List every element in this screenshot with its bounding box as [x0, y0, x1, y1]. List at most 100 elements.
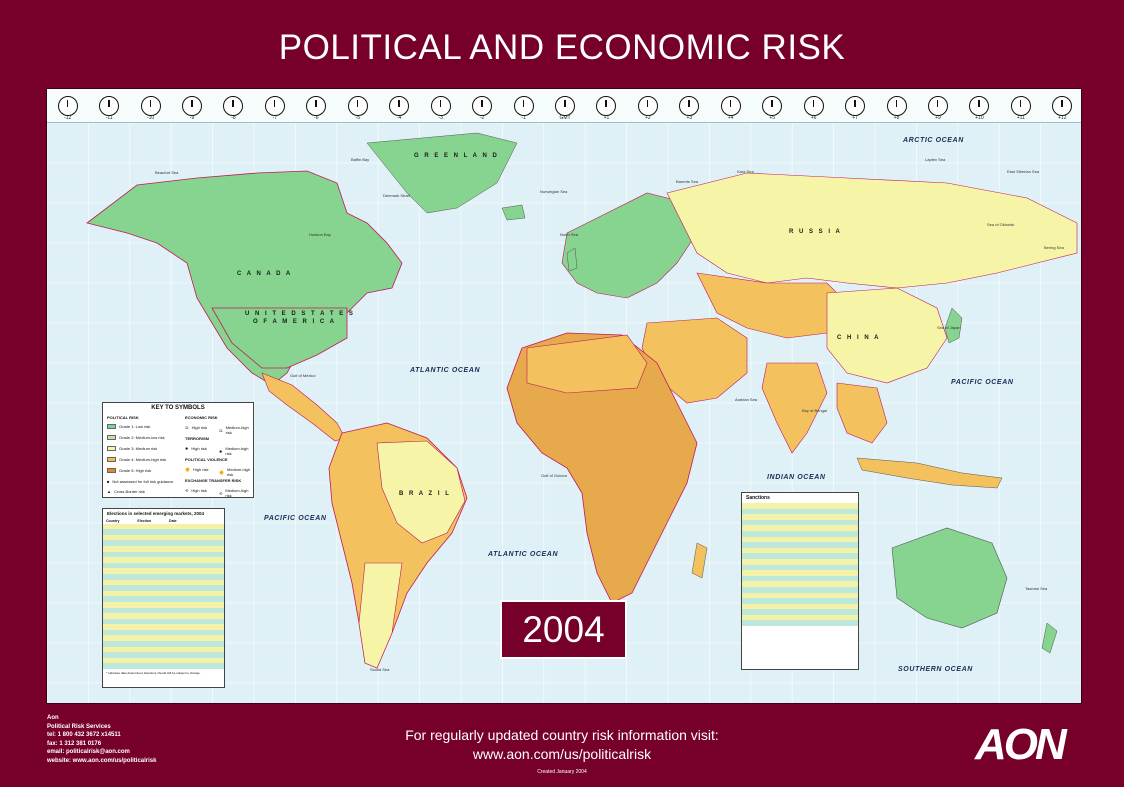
sanctions-row: [742, 564, 858, 571]
sanctions-row: [742, 581, 858, 587]
label-bay-of-bengal: Bay of Bengal: [802, 408, 827, 413]
sanctions-row: [742, 620, 858, 627]
label-baffin-bay: Baffin Bay: [351, 157, 370, 162]
clock-icon: [555, 96, 575, 116]
label-pacific-ocean-west: PACIFIC OCEAN: [951, 379, 1014, 386]
key-grade-5-label: Grade 5: High risk: [119, 468, 152, 473]
timezone-label: +6: [810, 115, 817, 121]
swatch-grade-1: [107, 424, 116, 429]
elections-row: [103, 568, 224, 574]
key-to-symbols-panel: KEY TO SYMBOLS POLITICAL RISK ECONOMIC R…: [102, 402, 254, 498]
clock-icon: [886, 96, 907, 116]
key-not-assessed-label: Not assessed for full risk guidance: [112, 479, 174, 484]
clock-icon: [264, 96, 285, 116]
swatch-grade-5: [107, 468, 116, 473]
landmass-africa: [506, 332, 698, 604]
sanctions-rows: [742, 503, 858, 627]
label-atlantic-ocean-south: ATLANTIC OCEAN: [488, 551, 559, 558]
key-violence-medium-high-label: Medium-high risk: [226, 467, 251, 477]
elections-header-date: Date: [169, 518, 177, 523]
key-economic-high-label: High risk: [191, 425, 208, 430]
world-map: -12 -11 -10 -9 -8 -7 -6 -5 -4 -3 -2 -1 GMT +1 +2 +3 +4 +5…: [46, 88, 1082, 704]
contact-website[interactable]: website: www.aon.com/us/politicalrisk: [47, 757, 157, 764]
swatch-grade-3: [107, 446, 116, 451]
elections-row: [103, 596, 224, 602]
key-grade-3-label: Grade 3: Medium risk: [119, 446, 158, 451]
elections-row: [103, 590, 224, 597]
key-terrorism-medium-high-label: Medium-high risk: [225, 446, 249, 456]
timezone-label: -8: [231, 115, 236, 121]
clock-icon: [99, 96, 120, 116]
key-grade-2: Grade 2: Medium-low risk: [107, 435, 165, 440]
timezone-label: +1: [603, 115, 610, 121]
elections-row: [103, 573, 224, 580]
sanctions-row: [742, 575, 858, 582]
sanctions-row: [742, 530, 858, 537]
contact-email[interactable]: email: politicalrisk@aon.com: [47, 749, 130, 756]
key-grade-2-label: Grade 2: Medium-low risk: [119, 435, 165, 440]
sanctions-row: [742, 519, 858, 526]
label-indian-ocean: INDIAN OCEAN: [767, 474, 826, 481]
visit-line-1: For regularly updated country risk infor…: [405, 727, 719, 743]
sanctions-row: [742, 547, 858, 554]
label-sea-of-okhotsk: Sea of Okhotsk: [987, 222, 1015, 227]
sanctions-row: [742, 514, 858, 520]
landmass-japan: [944, 307, 963, 344]
year-badge: 2004: [500, 600, 627, 659]
contact-division: Political Risk Services: [47, 723, 111, 730]
key-violence-high-label: High risk: [192, 467, 209, 472]
elections-rows: [103, 523, 224, 670]
clock-icon: [182, 96, 203, 116]
timezone-label: +9: [935, 115, 941, 121]
timezone-label: +3: [686, 115, 693, 121]
key-political-risk-heading: POLITICAL RISK: [107, 415, 139, 420]
label-beaufort-sea: Beaufort Sea: [155, 170, 179, 175]
contact-block: Aon Political Risk Services tel: 1 800 4…: [47, 714, 156, 766]
key-economic-medium-high-label: Medium-high risk: [225, 425, 249, 435]
label-russia: R U S S I A: [789, 229, 842, 235]
exchange-icon: ⟲: [185, 488, 189, 493]
visit-message: For regularly updated country risk infor…: [0, 726, 1124, 764]
visit-url[interactable]: www.aon.com/us/politicalrisk: [472, 746, 652, 762]
key-terrorism-high-label: High risk: [191, 446, 207, 451]
elections-row: [103, 562, 224, 569]
landmass-europe: [561, 192, 698, 299]
elections-row: [103, 585, 224, 591]
clock-icon: [389, 96, 410, 116]
elections-row: [103, 529, 224, 535]
map-canvas: [47, 123, 1081, 703]
aon-logo: AON: [975, 720, 1067, 769]
elections-row: [103, 624, 224, 630]
elections-header-country: Country: [106, 518, 120, 523]
economic-risk-icon: ⚖: [219, 427, 223, 433]
elections-row: [103, 663, 224, 670]
timezone-label: +2: [645, 115, 651, 121]
label-scotia-sea: Scotia Sea: [370, 667, 390, 672]
sanctions-row: [742, 553, 858, 559]
elections-footnote: * Indicates date determined. Elections s…: [106, 671, 201, 676]
elections-row: [103, 607, 224, 614]
key-terrorism-high: ✸ High risk: [185, 446, 207, 451]
label-pacific-ocean-east: PACIFIC OCEAN: [264, 515, 327, 522]
landmass-brazil: [376, 440, 466, 544]
not-assessed-icon: ■: [107, 479, 110, 484]
label-bering-sea: Bering Sea: [1044, 245, 1064, 250]
label-gulf-of-guinea: Gulf of Guinea: [541, 473, 567, 478]
timezone-label: +4: [727, 115, 734, 121]
key-grade-4: Grade 4: Medium-high risk: [107, 457, 166, 462]
timezone-label: -7: [272, 115, 278, 121]
key-grade-4-label: Grade 4: Medium-high risk: [119, 457, 167, 462]
clock-icon: [637, 96, 658, 116]
swatch-grade-2: [107, 435, 116, 440]
landmass-china: [826, 287, 948, 384]
key-exchange-transfer-heading: EXCHANGE TRANSFER RISK: [185, 478, 242, 483]
elections-row: [103, 523, 224, 530]
label-canada: C A N A D A: [237, 271, 293, 277]
landmass-central-america: [261, 372, 346, 442]
sanctions-row: [742, 586, 858, 593]
clock-icon: [140, 96, 161, 116]
elections-row: [103, 534, 224, 541]
timezone-label: +10: [975, 115, 984, 121]
timezone-label: -9: [189, 115, 195, 121]
label-brazil: B R A Z I L: [399, 491, 451, 497]
